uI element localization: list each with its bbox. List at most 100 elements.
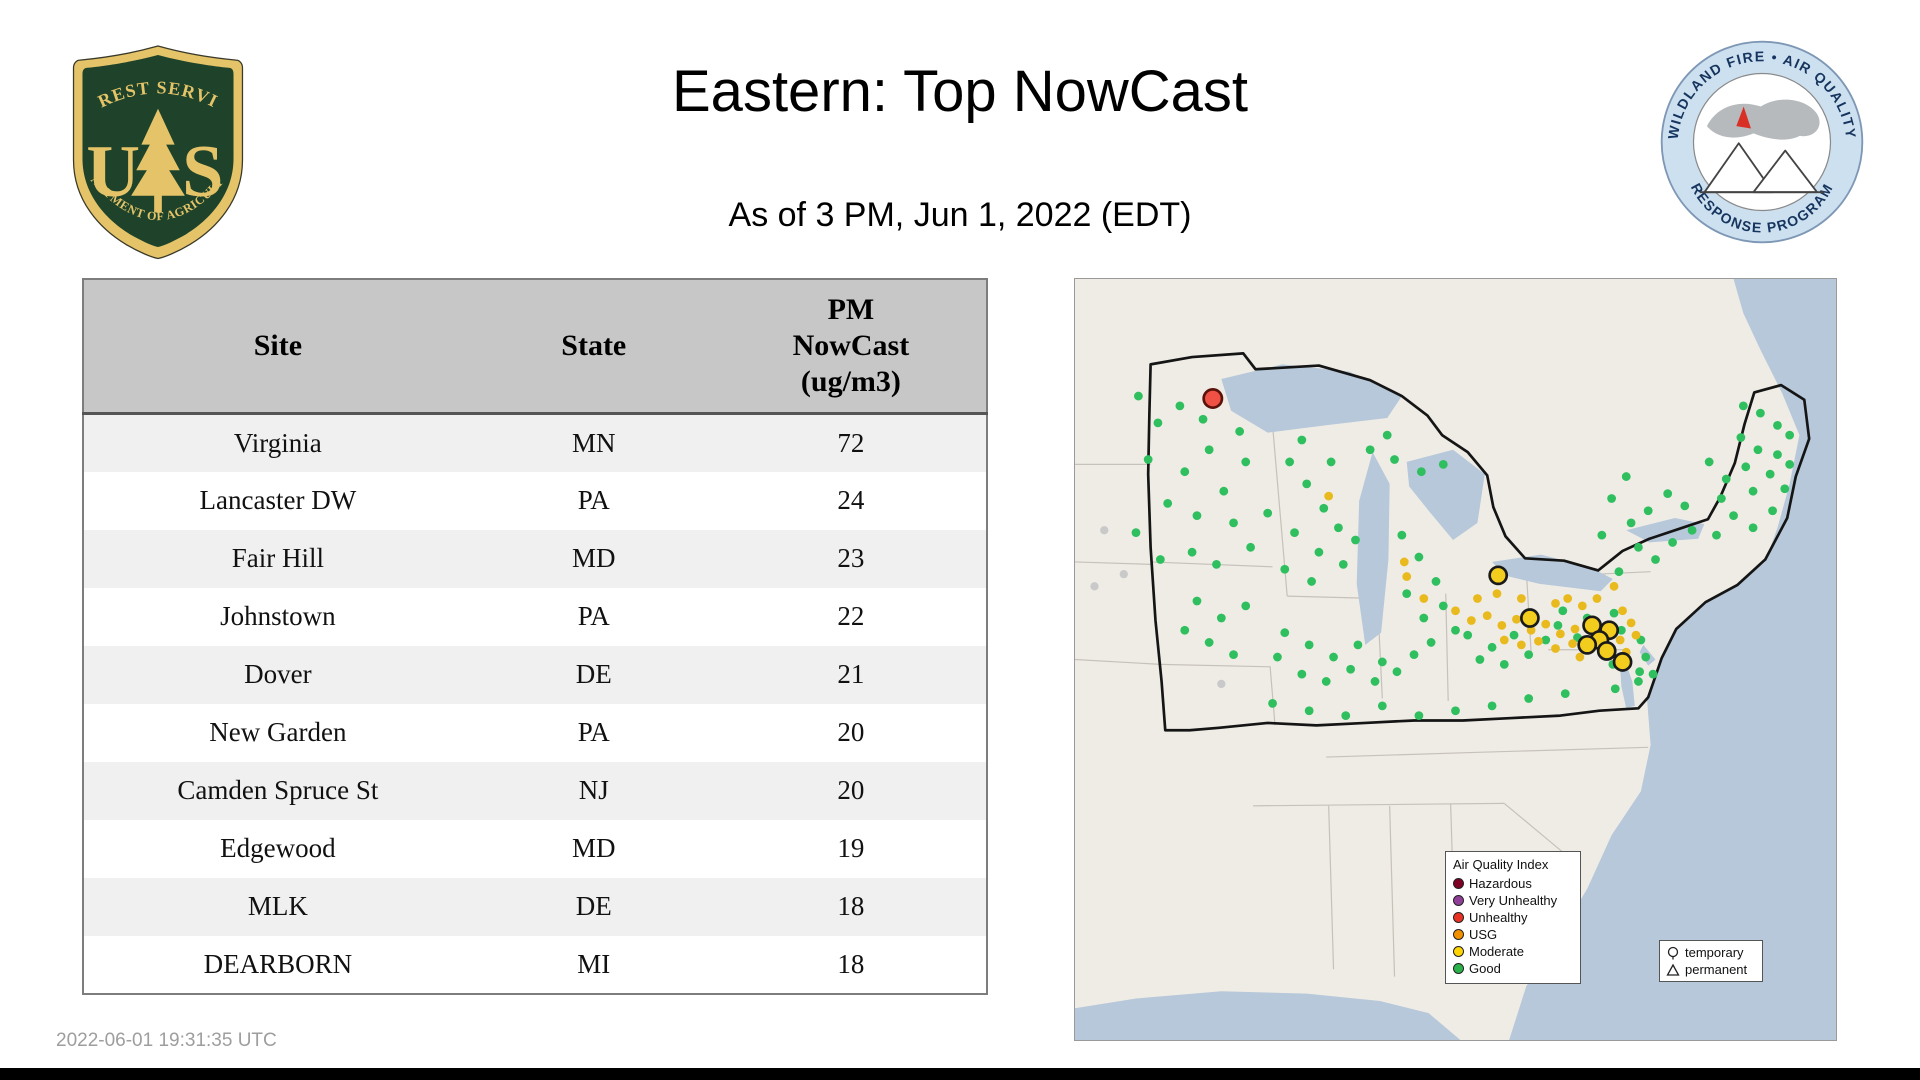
map-monitor-point [1163, 499, 1173, 508]
map-monitor-point [1716, 494, 1726, 503]
map-monitor-point [1553, 620, 1563, 630]
cell-state: PA [577, 601, 610, 631]
generation-timestamp: 2022-06-01 19:31:35 UTC [56, 1030, 277, 1051]
map-monitor-point [1524, 694, 1534, 703]
aqi-legend-item: Hazardous [1453, 875, 1573, 892]
map-monitor-point [1492, 589, 1502, 599]
map-monitor-point [1768, 506, 1777, 516]
map-monitor-point [1390, 455, 1399, 464]
cell-site: Lancaster DW [199, 485, 357, 515]
map-monitor-point [1626, 518, 1636, 528]
map-monitor-point [1729, 511, 1738, 520]
map-monitor-point [1416, 467, 1426, 477]
map-monitor-point [1634, 677, 1643, 686]
map-monitor-point [1285, 457, 1295, 467]
map-monitor-point [1541, 635, 1551, 645]
map-monitor-point [1516, 594, 1526, 603]
map-monitor-point [1668, 538, 1677, 547]
cell-value: 21 [837, 659, 865, 689]
map-monitor-point [1100, 526, 1109, 535]
map-monitor-point [1780, 484, 1790, 494]
map-monitor-point [1592, 594, 1602, 603]
aqi-color-swatch [1453, 929, 1464, 940]
map-monitor-point [1414, 552, 1424, 562]
map-monitor-point [1466, 616, 1476, 625]
map-monitor-point [1143, 455, 1153, 464]
map-monitor-point [1192, 596, 1202, 606]
map-monitor-point [1721, 474, 1731, 484]
map-monitor-point [1577, 601, 1587, 611]
map-monitor-point [1134, 391, 1143, 401]
table-row: Lancaster DW PA 24 [83, 471, 987, 530]
aqi-label: Hazardous [1469, 876, 1532, 891]
cell-state: DE [575, 659, 612, 689]
map-monitor-point [1351, 535, 1360, 545]
map-monitor-point [1229, 518, 1238, 528]
map-monitor-point [1558, 606, 1568, 616]
map-monitor-point [1297, 669, 1307, 679]
cell-site: Camden Spruce St [177, 775, 379, 805]
map-monitor-point [1365, 445, 1375, 455]
cell-site: DEARBORN [203, 948, 353, 979]
col-header-pm-nowcast: PM NowCast (ug/m3) [715, 279, 987, 415]
map-monitor-point [1216, 613, 1226, 623]
map-monitor-point [1680, 501, 1690, 511]
table-row: Virginia MN 72 [83, 413, 987, 472]
map-monitor-point [1516, 640, 1526, 650]
map-monitor-point [1399, 557, 1409, 567]
map-monitor-point [1463, 630, 1473, 640]
map-monitor-point [1618, 606, 1627, 616]
map-monitor-point [1473, 594, 1482, 603]
map-monitor-point [1377, 657, 1387, 667]
map-monitor-point [1568, 639, 1577, 649]
page-title: Eastern: Top NowCast [672, 59, 1248, 124]
cell-site: MLK [247, 891, 308, 921]
lake-erie [1492, 554, 1613, 592]
map-monitor-point [1509, 630, 1519, 640]
map-monitor-point [1153, 418, 1163, 428]
fs-monogram-u: U [86, 131, 140, 213]
lake-michigan [1356, 452, 1390, 645]
map-monitor-point [1419, 594, 1429, 603]
top-nowcast-table: Site State PM NowCast (ug/m3) Virginia M… [82, 278, 988, 995]
map-monitor-point [1402, 572, 1412, 581]
forest-service-shield-icon: FOREST SERVICE U S DEPARTMENT OF AGRICUL… [54, 26, 244, 260]
page-subtitle: As of 3 PM, Jun 1, 2022 (EDT) [728, 196, 1192, 234]
map-monitor-point [1235, 427, 1245, 436]
aqi-color-swatch [1453, 946, 1464, 957]
map-monitor-point [1187, 547, 1197, 557]
lake-superior [1221, 364, 1402, 433]
map-monitor-point [1534, 636, 1543, 646]
map-monitor-point [1175, 401, 1185, 411]
map-monitor-point [1212, 559, 1221, 569]
aqi-legend-item: Unhealthy [1453, 909, 1573, 926]
cell-value: 19 [837, 833, 865, 863]
table-row: Dover DE 21 [83, 645, 987, 704]
map-monitor-point [1631, 630, 1641, 640]
map-monitor-point [1180, 467, 1190, 477]
map-monitor-point [1612, 652, 1633, 672]
cell-value: 18 [837, 948, 865, 979]
map-monitor-point [1219, 486, 1229, 496]
map-monitor-point [1785, 459, 1795, 469]
map-monitor-point [1451, 625, 1460, 635]
map-monitor-point [1326, 457, 1336, 467]
map-monitor-point [1426, 638, 1436, 647]
map-monitor-point [1297, 435, 1307, 445]
map-monitor-point [1499, 635, 1509, 645]
map-monitor-point [1597, 530, 1607, 540]
cell-state: MN [572, 427, 616, 458]
cell-site: Dover [244, 659, 312, 689]
forest-service-logo: FOREST SERVICE U S DEPARTMENT OF AGRICUL… [54, 26, 254, 260]
map-monitor-point [1341, 711, 1351, 720]
map-monitor-point [1377, 701, 1387, 711]
map-monitor-point [1475, 655, 1485, 664]
map-monitor-point [1319, 503, 1329, 513]
aqi-legend: Air Quality Index Hazardous Very Unhealt… [1445, 851, 1581, 984]
map-monitor-point [1526, 625, 1536, 635]
cell-site: New Garden [209, 717, 347, 747]
table-row: MLK DE 18 [83, 877, 987, 936]
map-monitor-point [1314, 547, 1324, 557]
map-monitor-point [1736, 433, 1746, 442]
permanent-monitor-icon [1666, 963, 1680, 976]
